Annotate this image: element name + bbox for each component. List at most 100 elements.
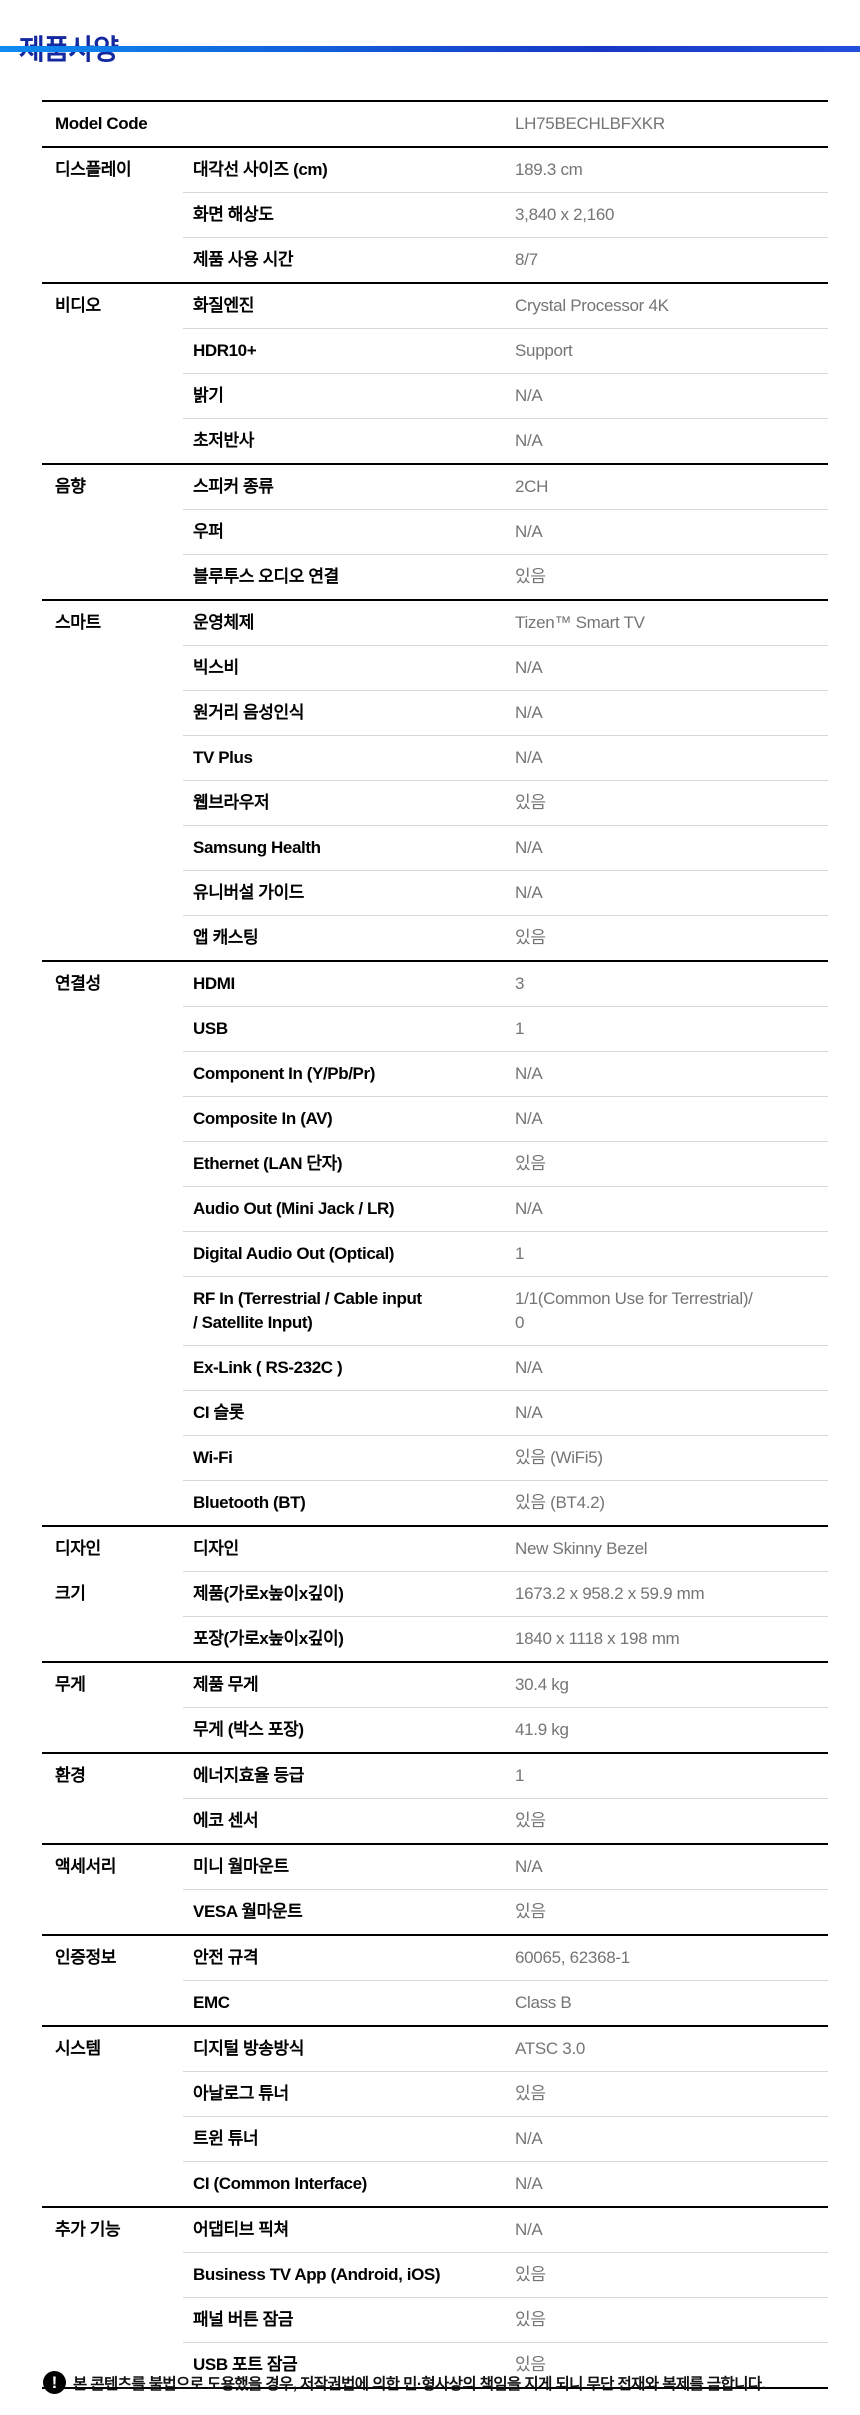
spec-value: 1840 x 1118 x 198 mm	[515, 1629, 680, 1648]
spec-name: CI (Common Interface)	[193, 2174, 367, 2193]
spec-value: 3,840 x 2,160	[515, 205, 615, 224]
spec-group-label	[42, 1096, 183, 1141]
spec-value: 있음	[515, 1811, 546, 1830]
spec-row-body: 제품(가로x높이x깊이) 1673.2 x 958.2 x 59.9 mm	[183, 1571, 828, 1616]
spec-value: 있음	[515, 567, 546, 586]
spec-value: N/A	[515, 703, 543, 722]
spec-row-body: 패널 버튼 잠금 있음	[183, 2297, 828, 2342]
spec-name: Samsung Health	[193, 838, 321, 857]
spec-row: 시스템 디지털 방송방식 ATSC 3.0	[42, 2027, 828, 2071]
spec-group-label	[42, 2071, 183, 2116]
spec-row: 음향 스피커 종류 2CH	[42, 465, 828, 509]
spec-value: 1	[515, 1019, 525, 1038]
spec-name: CI 슬롯	[193, 1403, 245, 1422]
spec-row: 액세서리 미니 월마운트 N/A	[42, 1845, 828, 1889]
spec-section: 비디오 화질엔진 Crystal Processor 4K HDR10+ Support…	[42, 282, 828, 463]
spec-row-body: Composite In (AV) N/A	[183, 1096, 828, 1141]
spec-value: Crystal Processor 4K	[515, 296, 669, 315]
spec-name: 유니버설 가이드	[193, 883, 305, 902]
spec-name: 디자인	[193, 1539, 239, 1558]
spec-name: 무게 (박스 포장)	[193, 1720, 304, 1739]
spec-name: 스피커 종류	[193, 477, 274, 496]
spec-group-label	[42, 1186, 183, 1231]
spec-name: 초저반사	[193, 431, 254, 450]
copyright-text: 본 콘텐츠를 불법으로 도용했을 경우, 저작권법에 의한 민·형사상의 책임을…	[73, 2375, 766, 2393]
spec-group-label	[42, 418, 183, 463]
spec-row: 디스플레이 대각선 사이즈 (cm) 189.3 cm	[42, 148, 828, 192]
spec-row-body: 대각선 사이즈 (cm) 189.3 cm	[183, 148, 828, 192]
spec-group-label	[42, 780, 183, 825]
spec-row: 블루투스 오디오 연결 있음	[42, 554, 828, 599]
spec-name: USB	[193, 1019, 228, 1038]
spec-group-label	[42, 192, 183, 237]
spec-name: 트윈 튜너	[193, 2129, 259, 2148]
spec-value: N/A	[515, 1109, 543, 1128]
spec-name: 어댑티브 픽쳐	[193, 2220, 289, 2239]
spec-value: N/A	[515, 2220, 543, 2239]
spec-group-label	[42, 2252, 183, 2297]
spec-group-label	[42, 645, 183, 690]
spec-row: 유니버설 가이드 N/A	[42, 870, 828, 915]
spec-row-body: 유니버설 가이드 N/A	[183, 870, 828, 915]
spec-row: Component In (Y/Pb/Pr) N/A	[42, 1051, 828, 1096]
spec-row-body: 에코 센서 있음	[183, 1798, 828, 1843]
spec-name: 블루투스 오디오 연결	[193, 567, 339, 586]
spec-row-body: RF In (Terrestrial / Cable input / Satel…	[183, 1276, 828, 1345]
spec-row: 밝기 N/A	[42, 373, 828, 418]
spec-name: 아날로그 튜너	[193, 2084, 289, 2103]
spec-row-body: Component In (Y/Pb/Pr) N/A	[183, 1051, 828, 1096]
spec-row-body: 앱 캐스팅 있음	[183, 915, 828, 960]
spec-row: Ethernet (LAN 단자) 있음	[42, 1141, 828, 1186]
spec-name: 미니 월마운트	[193, 1857, 289, 1876]
spec-name: 안전 규격	[193, 1948, 259, 1967]
spec-row-body: 우퍼 N/A	[183, 509, 828, 554]
spec-group-label: 연결성	[55, 974, 101, 993]
spec-row-body: USB 포트 잠금 있음	[183, 2342, 828, 2387]
spec-group-label	[42, 2161, 183, 2206]
spec-group-label: 디자인	[55, 1539, 101, 1558]
spec-row-body: USB 1	[183, 1006, 828, 1051]
spec-value: 있음	[515, 1154, 546, 1173]
spec-group-label	[42, 1006, 183, 1051]
spec-section: 액세서리 미니 월마운트 N/A VESA 월마운트 있음	[42, 1843, 828, 1934]
spec-name: 앱 캐스팅	[193, 928, 259, 947]
spec-row: 웹브라우저 있음	[42, 780, 828, 825]
spec-name: Composite In (AV)	[193, 1109, 333, 1128]
spec-name: Component In (Y/Pb/Pr)	[193, 1064, 375, 1083]
spec-row-body: 웹브라우저 있음	[183, 780, 828, 825]
spec-value: 있음	[515, 2310, 546, 2329]
spec-row-body: 운영체제 Tizen™ Smart TV	[183, 601, 828, 645]
spec-table: Model Code LH75BECHLBFXKR 디스플레이 대각선 사이즈 (cm…	[42, 100, 828, 2389]
spec-value: 있음	[515, 928, 546, 947]
spec-group-label	[42, 1480, 183, 1525]
spec-group-label: 크기	[55, 1583, 86, 1603]
spec-row-body: 트윈 튜너 N/A	[183, 2116, 828, 2161]
spec-row: 비디오 화질엔진 Crystal Processor 4K	[42, 284, 828, 328]
spec-section: 크기 제품(가로x높이x깊이) 1673.2 x 958.2 x 59.9 mm 포장…	[42, 1571, 828, 1661]
spec-value: 41.9 kg	[515, 1720, 569, 1739]
spec-name: 원거리 음성인식	[193, 703, 305, 722]
spec-value: N/A	[515, 2129, 543, 2148]
spec-row: Digital Audio Out (Optical) 1	[42, 1231, 828, 1276]
spec-row-body: LH75BECHLBFXKR	[183, 102, 828, 146]
spec-group-label: Model Code	[55, 114, 148, 133]
spec-section: 음향 스피커 종류 2CH 우퍼 N/A 블루투스 오디오 연결 있음	[42, 463, 828, 599]
spec-row-body: 포장(가로x높이x깊이) 1840 x 1118 x 198 mm	[183, 1616, 828, 1661]
spec-row-body: 초저반사 N/A	[183, 418, 828, 463]
spec-row-body: HDMI 3	[183, 962, 828, 1006]
spec-group-label	[42, 1707, 183, 1752]
spec-name: VESA 월마운트	[193, 1902, 303, 1921]
spec-value: N/A	[515, 1857, 543, 1876]
spec-group-label: 액세서리	[55, 1857, 116, 1876]
spec-row: Wi-Fi 있음 (WiFi5)	[42, 1435, 828, 1480]
spec-name	[183, 114, 515, 134]
spec-row: VESA 월마운트 있음	[42, 1889, 828, 1934]
spec-row: 환경 에너지효율 등급 1	[42, 1754, 828, 1798]
spec-name: TV Plus	[193, 748, 253, 767]
spec-row: 에코 센서 있음	[42, 1798, 828, 1843]
spec-value: 60065, 62368-1	[515, 1948, 630, 1967]
spec-row-body: TV Plus N/A	[183, 735, 828, 780]
spec-row: CI 슬롯 N/A	[42, 1390, 828, 1435]
spec-name: 우퍼	[193, 522, 224, 541]
